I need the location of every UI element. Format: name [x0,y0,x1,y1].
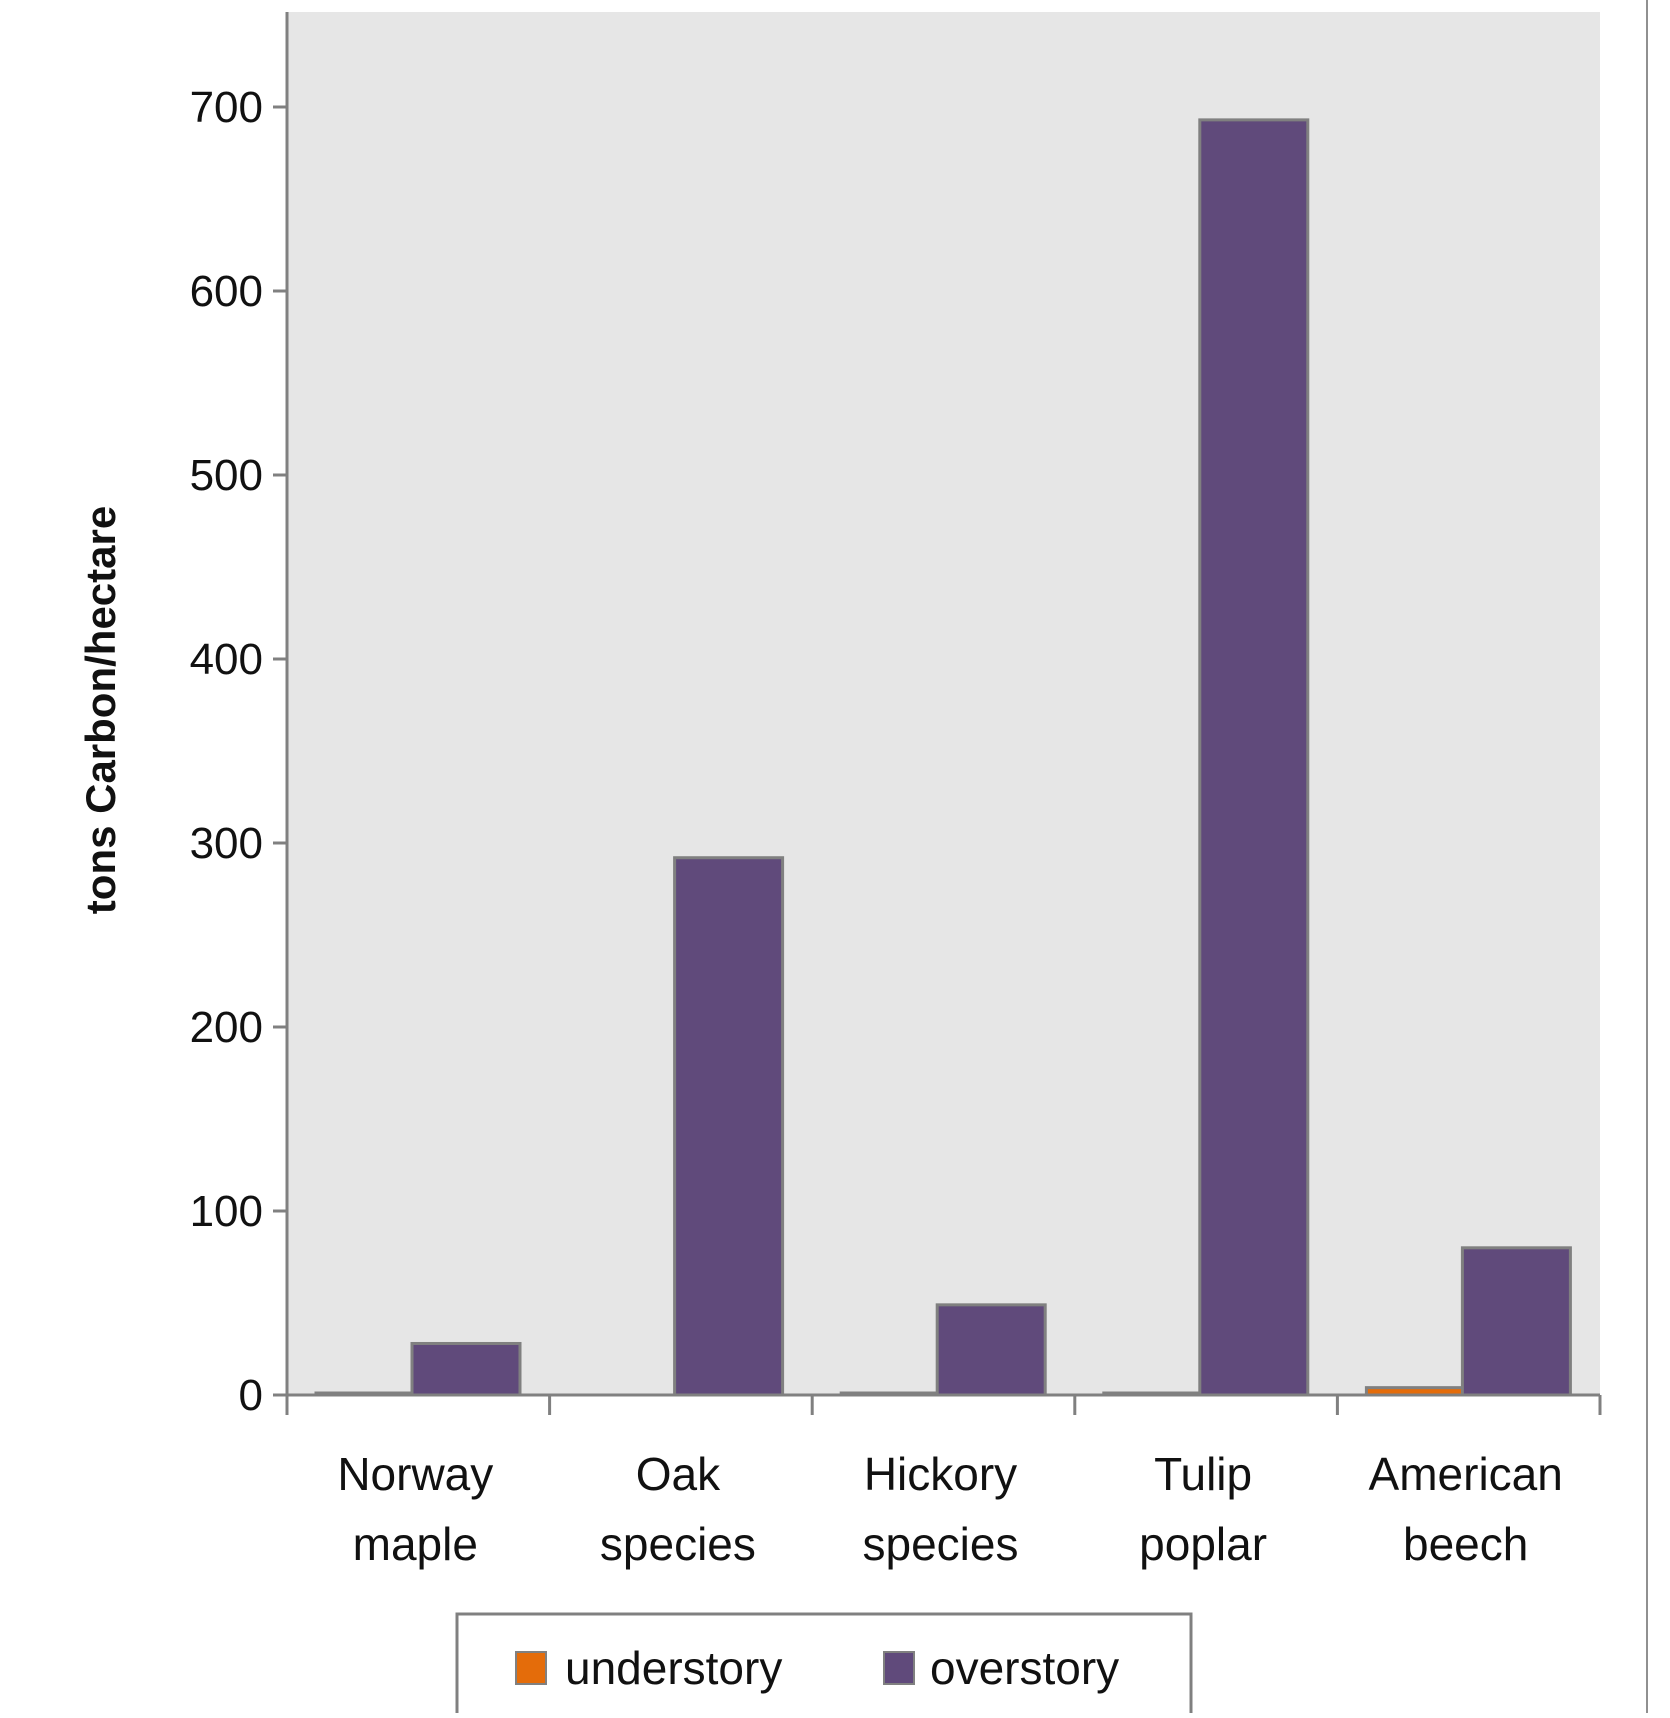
x-tick-label: Hickory [864,1448,1017,1500]
legend: understory overstory [455,1612,1193,1718]
legend-box [455,1612,1193,1718]
axes [285,12,1602,1415]
x-tick-label: maple [353,1518,478,1570]
y-tick-label: 600 [190,267,263,316]
y-tick-label: 500 [190,451,263,500]
y-axis-ticks: 0 100 200 300 400 500 600 700 [190,83,287,1420]
x-tick-label: species [863,1518,1019,1570]
x-tick-label: American [1369,1448,1563,1500]
x-tick-label: Norway [337,1448,493,1500]
y-tick-label: 300 [190,819,263,868]
y-tick-label: 0 [239,1371,263,1420]
x-tick-label: Tulip [1154,1448,1252,1500]
bar-overstory [1198,118,1310,1397]
bars [314,118,1572,1397]
legend-swatch-overstory [883,1651,915,1685]
y-tick-label: 400 [190,635,263,684]
y-tick-label: 100 [190,1187,263,1236]
plot-area [287,12,1600,1395]
bar-overstory [1460,1246,1572,1397]
legend-label-overstory: overstory [930,1642,1119,1694]
y-tick-label: 200 [190,1003,263,1052]
x-axis-labels: Norway maple Oak species Hickory species Tulip… [337,1448,1563,1570]
bar-overstory [935,1303,1047,1397]
x-tick-label: Oak [636,1448,721,1500]
bar-overstory [410,1341,522,1397]
bar-overstory [673,856,785,1397]
y-tick-label: 700 [190,83,263,132]
legend-swatch-understory [515,1651,547,1685]
y-axis-title: tons Carbon/hectare [77,506,124,914]
x-tick-label: poplar [1139,1518,1267,1570]
x-tick-label: species [600,1518,756,1570]
legend-label-understory: understory [565,1642,782,1694]
x-tick-label: beech [1403,1518,1528,1570]
